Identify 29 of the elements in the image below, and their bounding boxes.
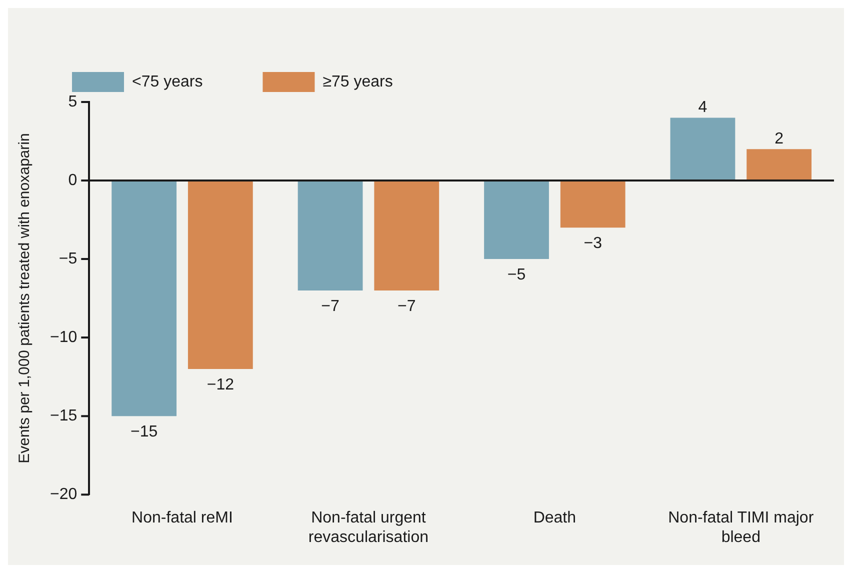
legend-label: ≥75 years	[322, 73, 393, 90]
bar	[298, 180, 363, 290]
y-axis-title: Events per 1,000 patients treated with enoxaparin	[16, 133, 34, 464]
bar	[560, 180, 626, 228]
data-label: −5	[507, 266, 526, 284]
bar	[374, 180, 440, 290]
y-tick-label: −15	[50, 407, 78, 424]
bar	[188, 180, 253, 369]
bar	[484, 180, 549, 260]
data-label: 2	[774, 130, 784, 148]
y-tick-label: −5	[58, 250, 78, 268]
x-tick-label: Death	[533, 510, 576, 527]
legend-label: <75 years	[132, 73, 203, 90]
data-label: −7	[321, 298, 340, 315]
data-label: −3	[584, 235, 602, 252]
data-label: −12	[206, 376, 234, 394]
y-tick-label: 0	[68, 172, 78, 189]
x-tick-label: Non-fatal urgent revascularisation	[308, 510, 428, 546]
bar	[746, 149, 812, 181]
bar	[670, 118, 736, 181]
data-label: 4	[698, 99, 708, 116]
x-tick-label: Non-fatal TIMI major bleed	[668, 510, 814, 546]
data-label: −7	[398, 298, 416, 315]
data-label: −15	[130, 423, 158, 440]
y-tick-label: 5	[68, 93, 78, 110]
y-tick-label: −10	[50, 328, 78, 346]
x-tick-label: Non-fatal reMI	[132, 510, 233, 527]
bar	[112, 180, 177, 416]
y-tick-label: −20	[50, 486, 78, 504]
